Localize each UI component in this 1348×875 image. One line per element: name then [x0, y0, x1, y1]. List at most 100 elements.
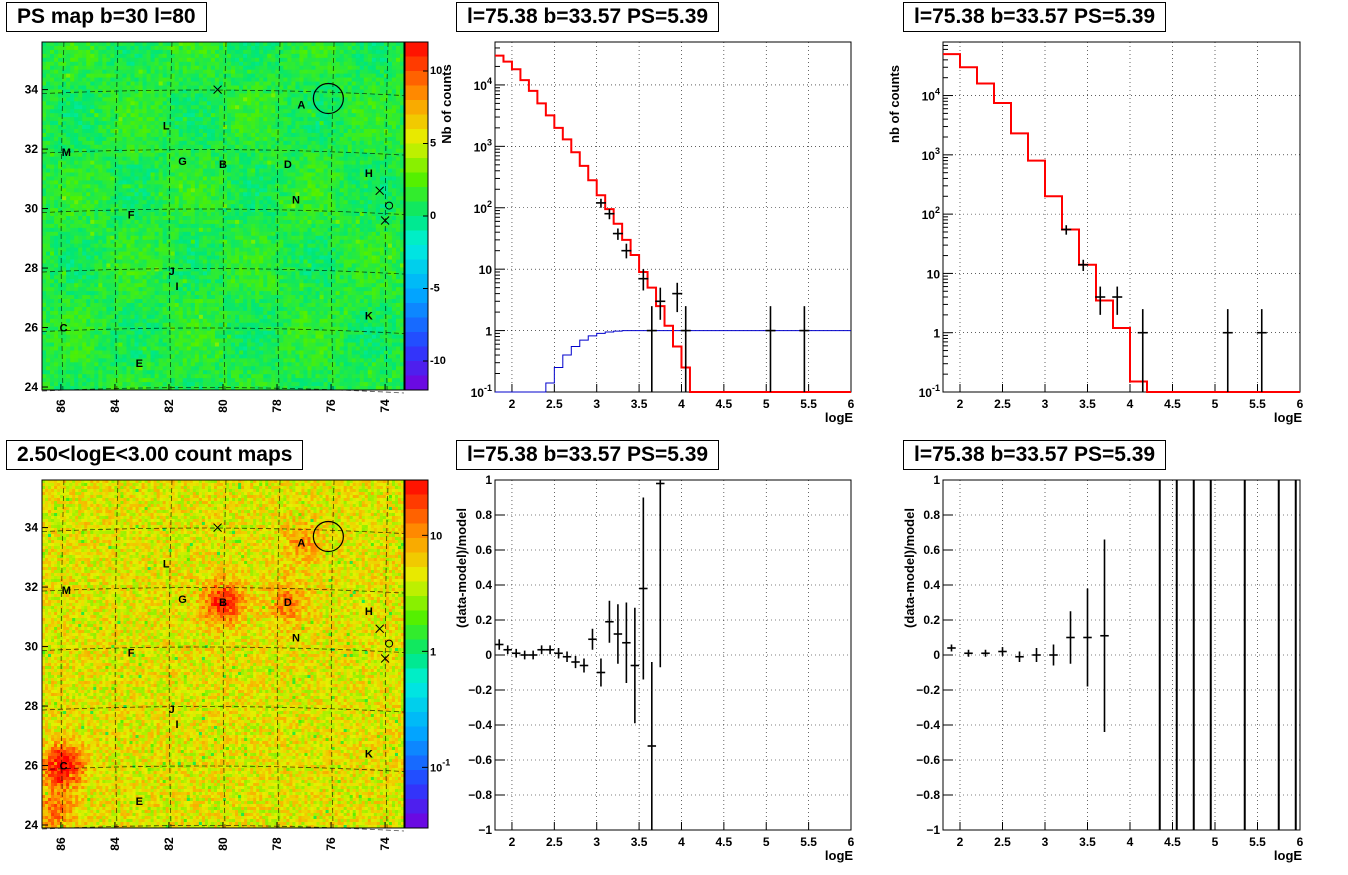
colorbar-tick-label: 1: [430, 646, 436, 658]
x-tick-label: 5.5: [800, 835, 817, 849]
data-point: [612, 228, 623, 240]
y-tick-label: 28: [25, 261, 39, 275]
grid-line-b: [41, 268, 405, 275]
source-label-L: L: [163, 558, 170, 570]
data-point: [638, 269, 649, 291]
y-tick-label: 10: [927, 267, 941, 281]
source-label-N: N: [292, 195, 300, 207]
colorbar-segment: [405, 639, 428, 655]
y-tick-label: −0.4: [468, 718, 492, 732]
y-tick-label: −0.4: [916, 718, 940, 732]
y-tick-label: 0.6: [923, 543, 940, 557]
x-tick-label: 3.5: [1079, 835, 1096, 849]
colorbar-tick-label: 10: [430, 530, 442, 542]
source-label-B: B: [219, 159, 227, 171]
heatmap-cells: [42, 42, 405, 391]
colorbar-segment: [405, 726, 428, 742]
residual-point: [537, 645, 546, 655]
residual-bottom-right-title: l=75.38 b=33.57 PS=5.39: [903, 440, 1167, 470]
residual-point: [528, 650, 538, 660]
x-tick-label: 5: [763, 835, 770, 849]
source-label-H: H: [365, 606, 373, 618]
cross-marker: [380, 654, 390, 663]
x-tick-label: 4.5: [1164, 397, 1181, 411]
y-tick-label: 103: [474, 137, 492, 154]
y-tick-label: 24: [25, 380, 39, 394]
colorbar: 10 1 10-1: [404, 479, 450, 829]
x-tick-label: 5: [1212, 397, 1219, 411]
y-tick-label: 26: [25, 759, 39, 773]
residual-point: [1049, 644, 1058, 666]
x-tick-label: 80: [216, 837, 230, 851]
grid-line-b: [41, 527, 405, 534]
colorbar-segment: [405, 114, 428, 130]
spectrum-top-right-title: l=75.38 b=33.57 PS=5.39: [903, 2, 1167, 32]
y-tick-label: 1: [485, 473, 492, 487]
cross-marker: [380, 216, 390, 225]
x-axis-label: logE: [1274, 410, 1302, 425]
x-tick-label: 4.5: [716, 835, 733, 849]
residual-point: [964, 649, 973, 657]
colorbar-segment: [405, 654, 428, 669]
source-label-L: L: [163, 120, 170, 132]
residual-panel-1: 2 2.5 3 3.5 4 4.5 5 5.5 6 −1 −0.8 −0.6 −0.4 −0.2 0 0.2 0…: [902, 473, 1304, 863]
colorbar-segment: [405, 538, 428, 553]
colorbar-segment: [405, 259, 428, 275]
y-tick-label: 10-1: [471, 383, 492, 400]
colorbar-segment: [405, 85, 428, 101]
x-tick-label: 2: [509, 835, 516, 849]
residual-point: [520, 650, 529, 660]
y-tick-label: 102: [922, 205, 940, 222]
residual-point: [495, 639, 504, 650]
map-bottom-title: 2.50<logE<3.00 count maps: [6, 440, 304, 470]
residual-point: [545, 645, 555, 655]
x-axis-label: logE: [1274, 848, 1302, 863]
x-tick-label: 6: [848, 835, 855, 849]
y-tick-label: 0.4: [923, 578, 940, 592]
x-tick-label: 6: [848, 397, 855, 411]
x-tick-label: 3.5: [631, 397, 648, 411]
spectrum-panel-0: 2 2.5 3 3.5 4 4.5 5 5.5 6 10-1 1 10 102 103 104 logE Nb …: [439, 41, 855, 425]
colorbar: 10 5 0 -5 -10: [404, 41, 446, 391]
y-axis-label: (data-model)/model: [454, 508, 469, 628]
data-point: [621, 243, 632, 259]
colorbar-segment: [405, 494, 428, 510]
grid-line-b: [41, 825, 405, 832]
y-tick-label: 34: [25, 521, 39, 535]
colorbar-segment: [405, 216, 428, 231]
colorbar-segment: [405, 158, 428, 173]
y-tick-label: 34: [25, 83, 39, 97]
residual-point: [588, 628, 597, 650]
residual-point: [596, 658, 606, 687]
grid-line-b: [41, 89, 405, 96]
y-tick-label: 0.6: [475, 543, 492, 557]
x-tick-label: 5.5: [1249, 835, 1266, 849]
y-tick-label: 32: [25, 580, 39, 594]
source-label-H: H: [365, 168, 373, 180]
colorbar-segment: [405, 288, 428, 304]
colorbar-segment: [405, 100, 428, 115]
x-tick-label: 4: [678, 397, 685, 411]
y-tick-label: 0: [933, 648, 940, 662]
source-label-N: N: [292, 633, 300, 645]
data-point: [655, 287, 666, 320]
small-circle-marker: [385, 201, 394, 210]
x-tick-label: 5.5: [1249, 397, 1266, 411]
colorbar-segment: [405, 523, 428, 539]
colorbar-segment: [405, 567, 428, 582]
y-tick-label: 10: [479, 263, 493, 277]
grid-line-b: [41, 208, 405, 215]
colorbar-segment: [405, 683, 428, 698]
y-axis-label: nb of counts: [887, 65, 902, 143]
y-tick-label: −0.6: [468, 753, 492, 767]
source-label-J: J: [169, 704, 175, 716]
colorbar-segment: [405, 712, 428, 727]
residual-point: [630, 607, 640, 724]
colorbar-segment: [405, 509, 428, 524]
x-tick-label: 3: [1042, 835, 1049, 849]
residual-point: [613, 604, 623, 664]
cross-marker: [213, 523, 222, 532]
colorbar-segment: [405, 813, 428, 829]
x-tick-label: 80: [216, 399, 230, 413]
